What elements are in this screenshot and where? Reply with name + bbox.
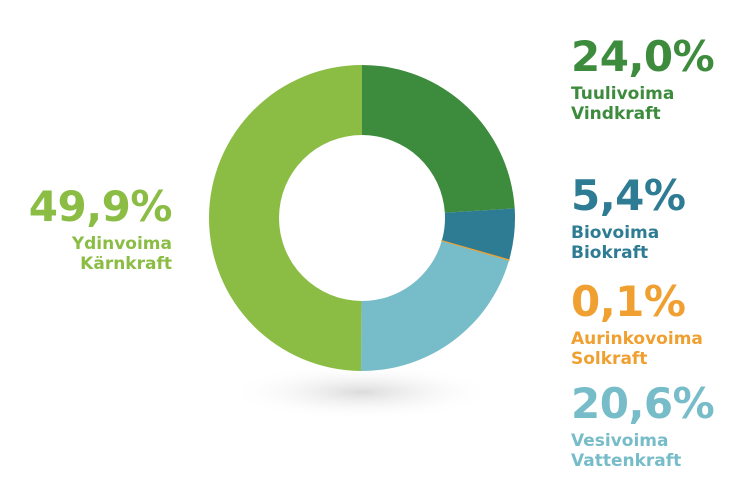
pct-ydinvoima: 49,9% bbox=[28, 182, 173, 231]
name-fi-biovoima: Biovoima bbox=[571, 223, 660, 243]
label-ydinvoima: 49,9% Ydinvoima Kärnkraft bbox=[20, 182, 173, 275]
name-sv-ydinvoima: Kärnkraft bbox=[80, 254, 172, 274]
label-vesivoima: 20,6% Vesivoima Vattenkraft bbox=[571, 379, 715, 472]
pct-tuulivoima: 24,0% bbox=[571, 32, 715, 81]
name-sv-tuulivoima: Vindkraft bbox=[571, 104, 661, 124]
slice-biovoima bbox=[441, 208, 515, 260]
label-aurinkovoima: 0,1% Aurinkovoima Solkraft bbox=[571, 277, 703, 370]
label-tuulivoima: 24,0% Tuulivoima Vindkraft bbox=[571, 32, 715, 125]
pct-biovoima: 5,4% bbox=[571, 171, 686, 220]
name-fi-tuulivoima: Tuulivoima bbox=[571, 84, 675, 104]
pct-vesivoima: 20,6% bbox=[571, 379, 715, 428]
name-fi-vesivoima: Vesivoima bbox=[571, 431, 669, 451]
pct-aurinkovoima: 0,1% bbox=[571, 277, 686, 326]
name-sv-biovoima: Biokraft bbox=[571, 243, 649, 263]
label-biovoima: 5,4% Biovoima Biokraft bbox=[571, 171, 686, 264]
chart-shadow bbox=[227, 364, 497, 420]
name-fi-ydinvoima: Ydinvoima bbox=[71, 234, 172, 254]
name-sv-aurinkovoima: Solkraft bbox=[571, 349, 648, 369]
name-sv-vesivoima: Vattenkraft bbox=[571, 451, 682, 471]
slice-ydinvoima bbox=[209, 65, 362, 371]
slice-aurinkovoima bbox=[441, 240, 510, 262]
name-fi-aurinkovoima: Aurinkovoima bbox=[571, 329, 703, 349]
slice-vesivoima bbox=[361, 241, 509, 371]
slice-tuulivoima bbox=[362, 65, 515, 213]
